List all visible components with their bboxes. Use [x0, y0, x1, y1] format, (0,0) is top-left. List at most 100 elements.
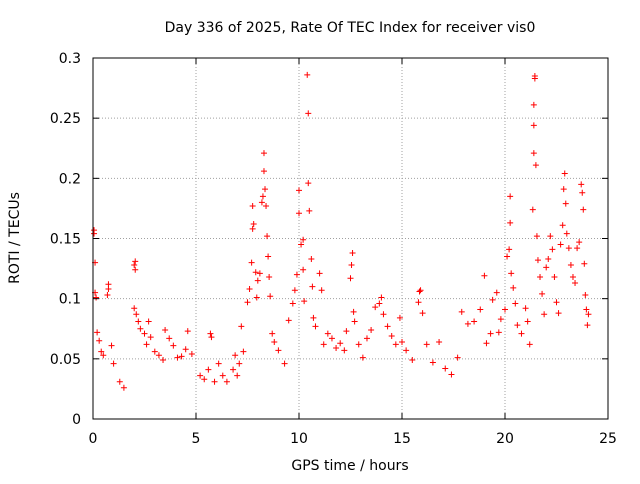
data-point: [205, 366, 212, 373]
data-point: [541, 311, 548, 318]
data-point: [131, 305, 138, 312]
data-point: [507, 193, 514, 200]
data-point: [530, 122, 537, 129]
data-point: [264, 233, 271, 240]
data-point: [351, 318, 358, 325]
data-point: [559, 222, 566, 229]
data-point: [423, 341, 430, 348]
data-point: [560, 186, 567, 193]
data-point: [248, 259, 255, 266]
data-point: [162, 326, 169, 333]
data-point: [582, 292, 589, 299]
data-point: [429, 359, 436, 366]
data-point: [232, 352, 239, 359]
data-point: [133, 311, 140, 318]
data-point: [399, 338, 405, 345]
data-point: [316, 270, 323, 277]
data-point: [244, 299, 251, 306]
data-point: [341, 347, 348, 354]
data-point: [98, 348, 105, 355]
data-point: [93, 294, 100, 301]
data-point: [110, 360, 117, 367]
y-tick-label: 0.2: [59, 171, 81, 187]
data-point: [337, 340, 344, 347]
data-point: [343, 328, 350, 335]
x-tick-label: 0: [89, 431, 98, 447]
data-point: [300, 236, 307, 243]
data-point: [384, 323, 391, 330]
data-point: [551, 274, 558, 281]
data-point: [565, 245, 572, 252]
y-tick-label: 0.1: [59, 292, 81, 308]
data-point: [104, 292, 111, 299]
data-point: [249, 225, 256, 232]
data-point: [291, 287, 298, 294]
data-point: [348, 261, 355, 268]
data-point: [532, 162, 539, 169]
data-point: [305, 110, 312, 117]
data-point: [207, 330, 214, 337]
data-point: [132, 258, 139, 265]
data-point: [483, 340, 490, 347]
data-point: [91, 230, 98, 237]
data-point: [562, 200, 569, 207]
data-point: [359, 354, 366, 361]
y-tick-label: 0.3: [59, 51, 81, 67]
data-point: [259, 193, 266, 200]
data-point: [396, 314, 403, 321]
data-point: [350, 308, 357, 315]
data-point: [188, 351, 195, 358]
data-point: [116, 378, 123, 385]
data-point: [487, 330, 494, 337]
data-point: [579, 189, 586, 196]
ticks-layer: 0 5 10 15 20 25 0 0.05 0.1 0.15 0.2 0.25 0.3: [50, 51, 617, 447]
data-point: [258, 199, 265, 206]
data-point: [135, 318, 142, 325]
data-point: [506, 246, 513, 253]
data-point: [392, 341, 399, 348]
data-point: [252, 269, 259, 276]
data-point: [234, 372, 241, 379]
data-point: [262, 186, 269, 193]
data-point: [293, 271, 300, 278]
data-point: [417, 287, 424, 294]
data-point: [567, 261, 574, 268]
data-point: [403, 347, 410, 354]
data-point: [512, 300, 519, 307]
data-point: [584, 322, 591, 329]
data-point: [563, 230, 570, 237]
points-layer: [91, 71, 592, 391]
data-point: [502, 306, 508, 313]
data-point: [585, 311, 592, 318]
data-point: [508, 270, 515, 277]
data-point: [197, 372, 204, 379]
data-point: [363, 335, 370, 342]
x-axis-label: GPS time / hours: [291, 458, 408, 474]
data-point: [267, 293, 274, 300]
data-point: [507, 219, 514, 226]
data-point: [120, 384, 127, 391]
data-point: [372, 304, 379, 311]
data-point: [497, 316, 504, 323]
data-point: [281, 360, 288, 367]
data-point: [514, 322, 521, 329]
data-point: [253, 294, 260, 301]
data-point: [238, 323, 245, 330]
data-point: [522, 305, 529, 312]
data-point: [301, 298, 308, 305]
data-point: [368, 326, 375, 333]
data-point: [569, 274, 576, 281]
data-point: [155, 352, 162, 359]
data-point: [537, 274, 544, 281]
data-point: [219, 372, 226, 379]
data-point: [310, 314, 317, 321]
data-point: [230, 366, 237, 373]
data-point: [298, 241, 305, 248]
data-point: [578, 181, 585, 188]
data-point: [388, 332, 395, 339]
data-point: [328, 335, 335, 342]
data-point: [132, 266, 139, 273]
